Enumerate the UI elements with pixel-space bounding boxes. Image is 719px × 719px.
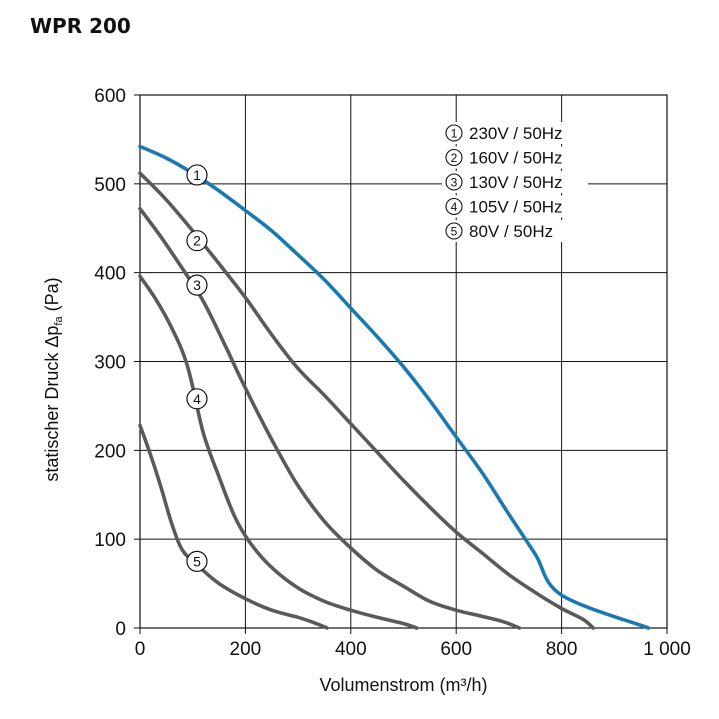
legend-entry-3: 130V / 50Hz	[469, 173, 563, 192]
series-line-5	[138, 423, 329, 630]
y-tick-label: 200	[94, 441, 126, 462]
curve-marker-circle-2	[186, 230, 208, 252]
curve-marker-circle-1	[186, 164, 208, 186]
legend-background	[442, 171, 588, 193]
legend-marker-number: 3	[451, 176, 458, 190]
axis-ticks: 0 200 400 600 800 1 000 0 100 200 300 400 500 600	[94, 86, 690, 660]
curve-marker-label-4: 4	[193, 391, 201, 407]
curve-marker-circle-4	[186, 388, 208, 410]
x-tick-label: 0	[135, 639, 146, 660]
y-tick-label: 600	[94, 86, 126, 107]
legend-marker-circle	[445, 148, 463, 167]
legend-marker-circle	[445, 173, 463, 191]
legend-background	[442, 146, 588, 169]
legend-marker-number: 5	[451, 225, 458, 239]
x-tick-label: 200	[230, 639, 262, 660]
x-axis-label: Volumenstrom (m³/h)	[319, 675, 487, 695]
legend-background	[442, 195, 588, 218]
series-line-1	[138, 144, 651, 630]
curve-marker-circle-5	[186, 550, 208, 572]
legend-background	[442, 220, 588, 242]
curve-marker-label-5: 5	[193, 553, 201, 569]
x-tick-label: 1 000	[643, 639, 691, 660]
legend-marker-circle	[445, 124, 463, 142]
curve-marker-label-3: 3	[193, 277, 201, 293]
y-axis-label: statischer Druck Δpfa (Pa)	[42, 277, 65, 481]
legend: 1 230V / 50Hz 2 160V / 50Hz 3 130V / 50Hz 4 105…	[442, 122, 588, 242]
legend-background	[442, 122, 588, 144]
legend-entry-5: 80V / 50Hz	[469, 222, 553, 241]
y-tick-label: 100	[94, 530, 126, 551]
y-tick-label: 300	[94, 353, 126, 374]
x-tick-label: 800	[546, 639, 578, 660]
y-tick-label: 400	[94, 264, 126, 285]
legend-entry-4: 105V / 50Hz	[469, 198, 563, 217]
y-tick-label: 500	[94, 175, 126, 196]
legend-marker-number: 2	[451, 151, 458, 165]
legend-marker-number: 4	[451, 200, 458, 214]
legend-marker-circle	[445, 222, 463, 240]
x-tick-label: 400	[335, 639, 367, 660]
curve-markers: 1 2 3 4 5	[186, 164, 208, 572]
series-line-2	[138, 171, 595, 630]
curve-marker-circle-3	[186, 274, 208, 296]
legend-marker-number: 1	[451, 127, 458, 141]
legend-entry-2: 160V / 50Hz	[469, 149, 563, 168]
legend-marker-circle	[445, 197, 463, 216]
curves	[138, 144, 651, 630]
x-tick-label: 600	[440, 639, 472, 660]
curve-marker-label-1: 1	[193, 167, 201, 183]
y-tick-label: 0	[115, 619, 126, 640]
curve-marker-label-2: 2	[193, 233, 201, 249]
series-line-4	[138, 274, 419, 630]
chart-title: WPR 200	[30, 14, 131, 38]
legend-entry-1: 230V / 50Hz	[469, 124, 563, 143]
